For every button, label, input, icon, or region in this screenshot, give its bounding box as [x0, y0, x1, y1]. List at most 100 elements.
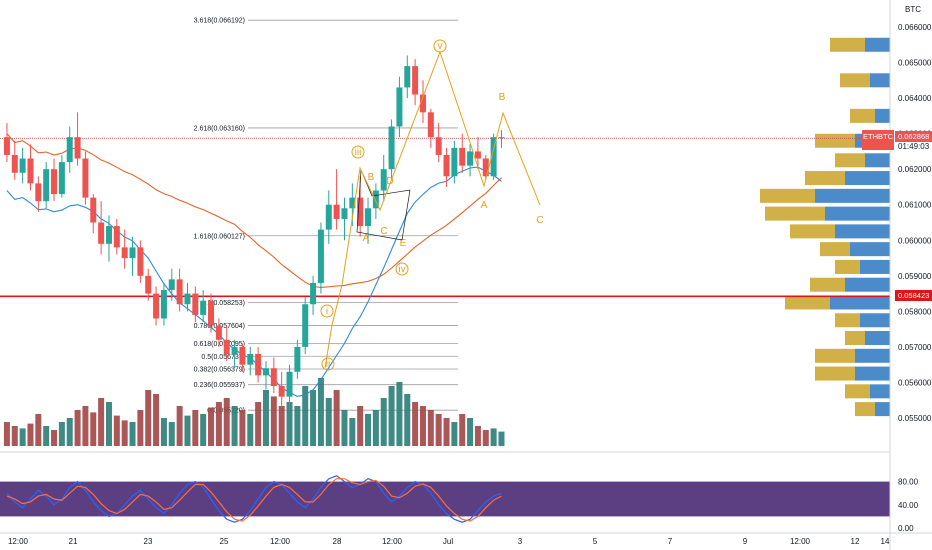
- candle-body[interactable]: [231, 346, 238, 355]
- candle-body[interactable]: [286, 371, 293, 397]
- candle-body[interactable]: [333, 204, 340, 219]
- volume-profile-bar-up: [845, 384, 870, 399]
- price-tick-label: 0.055000: [898, 414, 932, 423]
- candle-body[interactable]: [294, 346, 301, 372]
- volume-profile-bar-down: [845, 277, 890, 292]
- candle-body[interactable]: [404, 66, 411, 88]
- volume-bar: [239, 410, 246, 446]
- candle-body[interactable]: [317, 229, 324, 283]
- candle-body[interactable]: [255, 354, 262, 376]
- candle-body[interactable]: [459, 147, 466, 166]
- wave-label: v: [438, 41, 443, 52]
- candle-body[interactable]: [302, 304, 309, 347]
- candle-body[interactable]: [168, 279, 175, 291]
- wave-letter-label: A: [363, 233, 370, 244]
- candle-body[interactable]: [51, 169, 58, 195]
- volume-profile-bar-up: [785, 295, 830, 310]
- candle-body[interactable]: [396, 87, 403, 127]
- candle-body[interactable]: [357, 197, 364, 227]
- volume-bar: [129, 422, 136, 446]
- volume-profile-bar-up: [765, 206, 825, 221]
- volume-bar: [82, 406, 89, 446]
- candle-body[interactable]: [145, 275, 152, 294]
- candle-body[interactable]: [365, 208, 372, 227]
- candle-body[interactable]: [66, 137, 73, 163]
- candle-body[interactable]: [278, 386, 285, 397]
- candle-body[interactable]: [223, 339, 230, 355]
- volume-profile-bar-down: [860, 313, 890, 328]
- candle-body[interactable]: [412, 66, 419, 95]
- candle-body[interactable]: [467, 151, 474, 166]
- candle-body[interactable]: [90, 197, 97, 223]
- candle-body[interactable]: [184, 293, 191, 305]
- candle-body[interactable]: [310, 282, 317, 305]
- candlesticks[interactable]: [3, 55, 505, 411]
- candle-body[interactable]: [388, 126, 395, 170]
- candle-body[interactable]: [105, 226, 112, 244]
- candle-body[interactable]: [3, 137, 10, 155]
- candle-body[interactable]: [19, 158, 26, 173]
- candle-body[interactable]: [153, 293, 160, 319]
- candle-body[interactable]: [427, 112, 434, 138]
- candle-body[interactable]: [129, 247, 136, 259]
- time-tick-label: 5: [593, 537, 598, 546]
- fib-level-label: 1.618(0.060127): [194, 233, 245, 240]
- current-price-tag: [895, 131, 932, 142]
- volume-profile-bar-down: [860, 259, 890, 274]
- candle-body[interactable]: [98, 222, 105, 244]
- candle-body[interactable]: [208, 300, 215, 326]
- candle-body[interactable]: [160, 290, 167, 319]
- candle-body[interactable]: [137, 247, 144, 276]
- candle-body[interactable]: [121, 247, 128, 259]
- candle-body[interactable]: [43, 169, 50, 202]
- candle-body[interactable]: [482, 158, 489, 177]
- candle-body[interactable]: [341, 208, 348, 219]
- candle-body[interactable]: [11, 154, 18, 173]
- candle-body[interactable]: [270, 368, 277, 387]
- time-tick-label: 12:00: [8, 537, 29, 546]
- price-tick-label: 0.062000: [898, 165, 932, 174]
- candle-body[interactable]: [74, 137, 81, 159]
- wave-label: iv: [398, 264, 405, 275]
- candle-body[interactable]: [247, 354, 254, 365]
- candle-body[interactable]: [474, 151, 481, 159]
- volume-bar: [498, 431, 505, 446]
- volume-profile-bar-down: [855, 348, 890, 363]
- candle-body[interactable]: [82, 158, 89, 198]
- candle-body[interactable]: [380, 169, 387, 191]
- candle-body[interactable]: [451, 147, 458, 177]
- volume-profile-bar-down: [835, 224, 890, 239]
- volume-bar: [19, 428, 26, 446]
- volume-profile-bar-up: [850, 108, 875, 123]
- orange-moving-average: [6, 133, 502, 288]
- time-tick-label: 9: [743, 537, 748, 546]
- wave-letter-label: B: [368, 172, 375, 183]
- candle-body[interactable]: [176, 279, 183, 305]
- candle-body[interactable]: [27, 158, 34, 184]
- moving-averages: [6, 133, 502, 397]
- candle-body[interactable]: [349, 197, 356, 209]
- volume-bar: [404, 394, 411, 446]
- candle-body[interactable]: [419, 94, 426, 113]
- candle-body[interactable]: [239, 346, 246, 365]
- candle-body[interactable]: [192, 293, 199, 315]
- price-tick-label: 0.066000: [898, 23, 932, 32]
- candle-body[interactable]: [325, 204, 332, 230]
- candle-body[interactable]: [262, 368, 269, 376]
- fib-level-label: 2.618(0.063160): [194, 125, 245, 132]
- volume-bar: [325, 398, 332, 446]
- candle-body[interactable]: [215, 325, 222, 340]
- stochastic-rsi-panel: [0, 475, 890, 523]
- candle-body[interactable]: [35, 183, 42, 202]
- candle-body[interactable]: [113, 226, 120, 248]
- candle-body[interactable]: [490, 137, 497, 177]
- candle-body[interactable]: [443, 154, 450, 177]
- candle-body[interactable]: [498, 137, 505, 139]
- candle-body[interactable]: [58, 162, 65, 195]
- candle-body[interactable]: [200, 300, 207, 315]
- candle-body[interactable]: [372, 190, 379, 209]
- fib-level-label: 1(0.058253): [207, 300, 245, 307]
- candle-body[interactable]: [435, 137, 442, 155]
